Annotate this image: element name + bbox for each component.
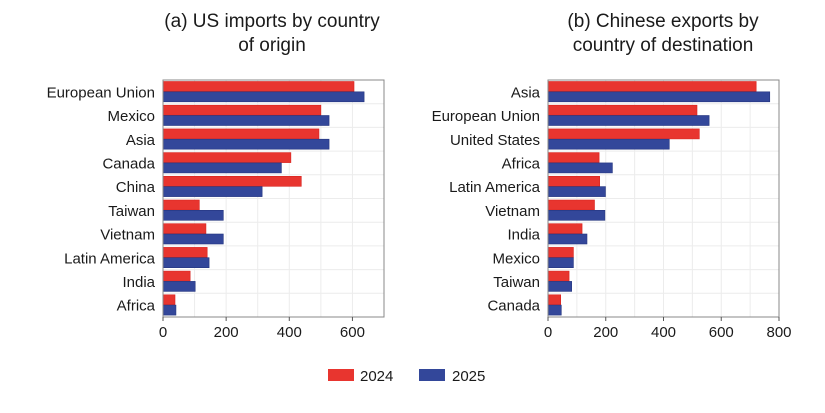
category-label: Canada — [102, 155, 155, 172]
x-tick-label: 400 — [277, 324, 302, 341]
bar-2025 — [162, 210, 224, 221]
chart-title: (a) US imports by country — [164, 11, 380, 32]
category-label: Taiwan — [108, 203, 155, 220]
bar-2025 — [547, 91, 771, 103]
x-tick-label: 600 — [340, 324, 365, 341]
bar-2024 — [547, 81, 757, 92]
category-label: Latin America — [449, 179, 541, 196]
bar-2024 — [547, 128, 700, 140]
category-label: Latin America — [64, 250, 156, 267]
bar-2024 — [162, 128, 320, 140]
x-tick-label: 600 — [709, 324, 734, 341]
legend-label: 2025 — [452, 368, 485, 385]
bar-2025 — [547, 162, 613, 174]
bar-2024 — [162, 81, 355, 92]
chart-title: of origin — [238, 35, 306, 56]
category-label: Asia — [511, 84, 541, 101]
bar-2024 — [162, 294, 176, 306]
bar-2025 — [162, 233, 224, 245]
category-label: India — [507, 227, 540, 244]
bar-2025 — [162, 91, 365, 103]
bar-2025 — [547, 115, 710, 126]
bar-2024 — [162, 247, 208, 258]
bar-2025 — [162, 186, 263, 197]
legend-swatch-2025 — [419, 369, 445, 381]
category-label: European Union — [432, 108, 540, 125]
bar-2025 — [547, 304, 562, 316]
bar-2024 — [162, 104, 322, 116]
bar-2025 — [162, 304, 177, 316]
x-tick-label: 0 — [544, 324, 552, 341]
bar-2024 — [547, 199, 595, 211]
x-tick-label: 0 — [159, 324, 167, 341]
category-label: Taiwan — [493, 274, 540, 291]
chart-title: country of destination — [573, 35, 754, 56]
category-label: Vietnam — [485, 203, 540, 220]
x-tick-label: 200 — [214, 324, 239, 341]
bar-2025 — [547, 138, 670, 150]
bar-2024 — [547, 223, 583, 234]
bar-2024 — [162, 223, 207, 234]
bar-2025 — [547, 281, 572, 292]
x-tick-label: 800 — [766, 324, 791, 341]
plot-frame — [162, 79, 385, 318]
category-label: Canada — [487, 298, 540, 315]
category-label: Asia — [126, 132, 156, 149]
bar-2024 — [162, 270, 191, 282]
legend: 2024 2025 — [328, 368, 485, 385]
bar-2024 — [547, 247, 574, 258]
legend-swatch-2024 — [328, 369, 354, 381]
bar-2025 — [162, 281, 196, 292]
x-tick-label: 200 — [593, 324, 618, 341]
bar-2025 — [547, 210, 606, 221]
bar-2024 — [162, 176, 302, 187]
x-tick-label: 400 — [651, 324, 676, 341]
bar-2025 — [162, 115, 330, 126]
legend-label: 2024 — [360, 368, 393, 385]
panel-a: (a) US imports by country of origin Europe… — [47, 11, 385, 341]
category-label: European Union — [47, 84, 155, 101]
category-label: China — [116, 179, 156, 196]
bar-2024 — [547, 176, 600, 187]
panel-b: (b) Chinese exports by country of destina… — [432, 11, 792, 341]
bar-2025 — [162, 257, 210, 269]
category-label: United States — [450, 132, 540, 149]
bar-2025 — [547, 186, 606, 197]
category-label: Mexico — [492, 250, 540, 267]
bar-2024 — [547, 152, 600, 163]
bar-2024 — [162, 199, 200, 211]
bar-2025 — [547, 257, 574, 269]
category-label: Africa — [117, 298, 156, 315]
category-label: Vietnam — [100, 227, 155, 244]
bar-2024 — [162, 152, 292, 163]
bar-2025 — [162, 138, 330, 150]
category-label: India — [122, 274, 155, 291]
bar-2024 — [547, 270, 570, 282]
chart-title: (b) Chinese exports by — [567, 11, 759, 32]
bar-2025 — [162, 162, 282, 174]
bar-2024 — [547, 294, 562, 306]
bar-2025 — [547, 233, 588, 245]
category-label: Mexico — [107, 108, 155, 125]
category-label: Africa — [502, 155, 541, 172]
bar-2024 — [547, 104, 698, 116]
